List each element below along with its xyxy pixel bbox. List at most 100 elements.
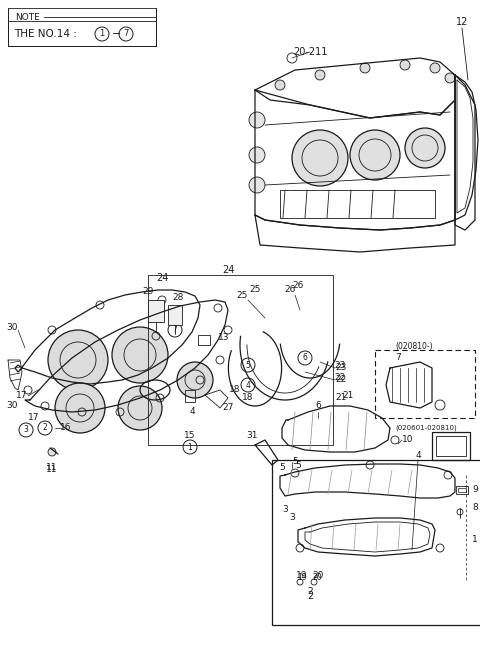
Text: 6: 6 [315, 402, 321, 411]
Text: 4: 4 [246, 380, 251, 389]
Bar [280, 190, 435, 218]
Circle shape [249, 112, 265, 128]
Bar [456, 486, 468, 494]
Text: 20: 20 [312, 572, 322, 582]
Circle shape [119, 27, 133, 41]
Circle shape [292, 130, 348, 186]
Text: 7: 7 [395, 354, 401, 363]
Circle shape [249, 177, 265, 193]
Text: THE NO.14 :: THE NO.14 : [14, 29, 77, 39]
Text: 13: 13 [218, 334, 229, 343]
Text: 3: 3 [24, 426, 28, 434]
Text: 1: 1 [99, 29, 105, 38]
Text: 30: 30 [6, 400, 18, 410]
Text: 21: 21 [342, 391, 354, 400]
Bar [432, 432, 470, 460]
Text: 26: 26 [284, 286, 296, 295]
Bar [198, 335, 210, 345]
Text: 12: 12 [456, 17, 468, 27]
Text: 7: 7 [123, 29, 129, 38]
Circle shape [118, 386, 162, 430]
Circle shape [360, 63, 370, 73]
Circle shape [95, 27, 109, 41]
Text: 10: 10 [402, 435, 413, 445]
Text: 15: 15 [184, 430, 196, 439]
Circle shape [298, 351, 312, 365]
Text: 2: 2 [43, 424, 48, 432]
Circle shape [315, 70, 325, 80]
Text: 17: 17 [16, 391, 28, 400]
Text: 20: 20 [312, 572, 324, 580]
Text: 2: 2 [307, 587, 313, 596]
Text: 11: 11 [46, 463, 58, 472]
Circle shape [38, 421, 52, 435]
Text: −: − [112, 29, 121, 39]
Text: 24: 24 [156, 273, 168, 283]
Text: NOTE: NOTE [15, 12, 40, 21]
Circle shape [400, 60, 410, 70]
Text: 3: 3 [289, 513, 295, 522]
Text: 22: 22 [335, 376, 346, 384]
Text: 18: 18 [229, 386, 241, 395]
Circle shape [241, 358, 255, 372]
Circle shape [241, 378, 255, 392]
Circle shape [48, 448, 56, 456]
Text: 18: 18 [242, 393, 254, 402]
Circle shape [112, 327, 168, 383]
Text: 20-211: 20-211 [293, 47, 327, 57]
Bar [458, 488, 466, 492]
Text: 6: 6 [302, 354, 307, 363]
Text: 17: 17 [28, 413, 40, 422]
Text: 22: 22 [335, 374, 346, 382]
Circle shape [350, 130, 400, 180]
Bar [272, 460, 480, 625]
Text: 25: 25 [249, 286, 261, 295]
Text: 8: 8 [472, 504, 478, 513]
Bar [375, 350, 475, 418]
Text: 4: 4 [415, 450, 421, 459]
Bar [168, 305, 182, 325]
Circle shape [445, 73, 455, 83]
Text: (020601-020810): (020601-020810) [395, 424, 457, 431]
Text: 21: 21 [335, 393, 347, 402]
Text: 25: 25 [236, 291, 248, 300]
Circle shape [55, 383, 105, 433]
Text: 28: 28 [172, 293, 184, 302]
Bar [148, 300, 164, 322]
Bar [8, 8, 156, 46]
Text: 23: 23 [335, 363, 347, 373]
Circle shape [48, 330, 108, 390]
Text: 24: 24 [222, 265, 234, 275]
Text: (020810-): (020810-) [395, 341, 432, 350]
Text: 27: 27 [222, 404, 234, 413]
Circle shape [168, 323, 182, 337]
Text: 11: 11 [46, 465, 58, 474]
Circle shape [177, 362, 213, 398]
Text: 30: 30 [6, 323, 18, 332]
Circle shape [19, 423, 33, 437]
Text: 1: 1 [188, 443, 192, 452]
Text: 23: 23 [334, 360, 346, 369]
Circle shape [430, 63, 440, 73]
Text: 5: 5 [292, 458, 298, 467]
Text: 3: 3 [282, 506, 288, 515]
Circle shape [183, 440, 197, 454]
Text: 5: 5 [279, 463, 285, 472]
Circle shape [275, 80, 285, 90]
Text: 31: 31 [246, 432, 258, 441]
Text: 7: 7 [173, 326, 178, 334]
Text: 5: 5 [246, 360, 251, 369]
Text: 16: 16 [60, 424, 72, 432]
Text: 19: 19 [296, 572, 308, 580]
Text: 5: 5 [295, 461, 301, 471]
Text: 9: 9 [472, 485, 478, 495]
Bar [148, 275, 333, 445]
Text: 4: 4 [189, 408, 195, 417]
Bar [436, 436, 466, 456]
Text: 26: 26 [292, 280, 304, 289]
Bar [185, 390, 195, 402]
Text: 2: 2 [307, 591, 313, 601]
Text: 1: 1 [472, 535, 478, 545]
Text: 29: 29 [142, 288, 154, 297]
Circle shape [405, 128, 445, 168]
